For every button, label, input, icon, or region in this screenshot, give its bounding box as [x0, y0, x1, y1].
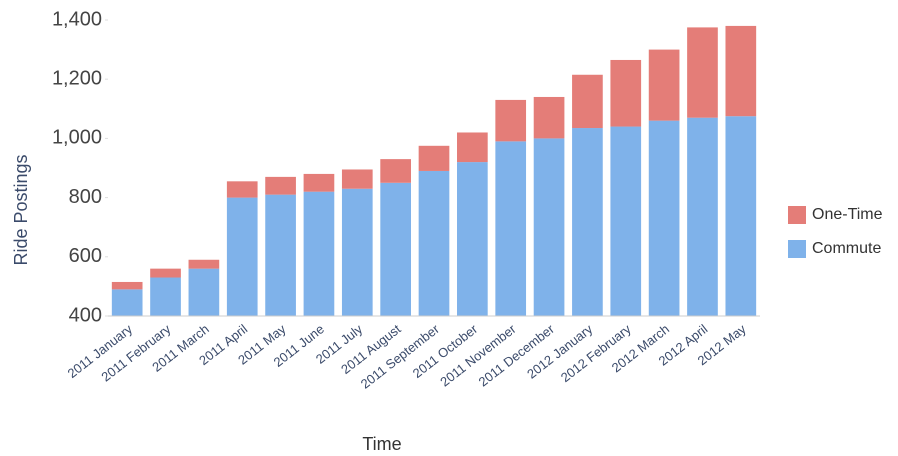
bar-segment [572, 74, 603, 129]
y-axis-title: Ride Postings [11, 154, 31, 265]
bar-segment [495, 141, 527, 316]
bar-segment [533, 96, 565, 139]
bar-segment [457, 162, 488, 316]
bar-segment [380, 159, 411, 183]
bar-segment [725, 25, 757, 117]
bar-segment [418, 170, 450, 316]
bar-segment [265, 194, 296, 316]
bar-segment [188, 268, 220, 316]
legend-swatch [788, 240, 806, 258]
bar-segment [265, 176, 296, 195]
bar-segment [380, 182, 411, 316]
legend-label: One-Time [812, 206, 883, 223]
y-tick-label: 600 [69, 245, 102, 267]
bar-segment [533, 138, 565, 316]
y-tick-label: 800 [69, 186, 102, 208]
bar-segment [341, 188, 373, 316]
bar-segment [687, 117, 718, 317]
legend-label: Commute [812, 240, 881, 257]
bar-segment [648, 120, 680, 316]
bar-segment [150, 268, 181, 278]
legend-swatch [788, 206, 806, 224]
bar-segment [495, 99, 527, 142]
bar-segment [457, 132, 488, 163]
bar-segment [610, 59, 642, 127]
bar-segment [648, 49, 680, 121]
bar-segment [188, 259, 220, 269]
x-axis-title: Time [362, 434, 401, 454]
bar-segment [572, 128, 603, 316]
bar-segment [226, 181, 258, 198]
bar-segment [418, 145, 450, 171]
bar-segment [341, 169, 373, 189]
y-tick-label: 1,000 [52, 127, 102, 149]
bar-segment [111, 289, 143, 316]
bar-segment [725, 116, 757, 316]
y-tick-label: 1,200 [52, 67, 102, 89]
bar-segment [303, 191, 335, 316]
bar-segment [610, 126, 642, 316]
bar-segment [687, 27, 718, 118]
bar-segment [226, 197, 258, 316]
y-tick-label: 1,400 [52, 8, 102, 30]
bar-segment [303, 173, 335, 192]
y-tick-label: 400 [69, 304, 102, 326]
bar-segment [111, 281, 143, 290]
bar-segment [150, 277, 181, 316]
